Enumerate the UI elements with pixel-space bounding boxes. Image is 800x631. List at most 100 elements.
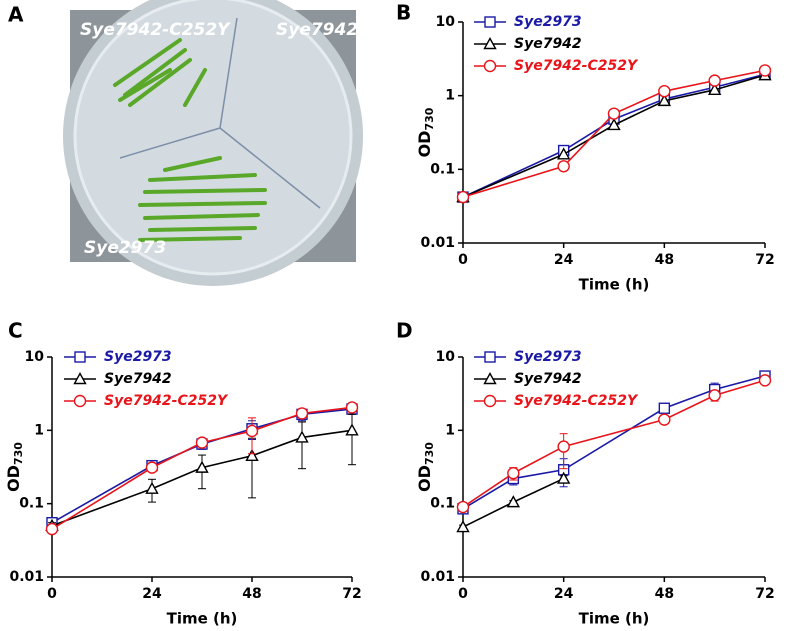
marker — [708, 74, 721, 87]
divider — [119, 127, 221, 159]
marker — [195, 436, 209, 449]
legend-label: Sye2973 — [514, 14, 582, 30]
legend-label: Sye2973 — [514, 349, 582, 365]
marker — [45, 522, 59, 536]
marker — [245, 448, 259, 461]
marker — [557, 440, 570, 453]
y-axis-label-main: OD — [415, 465, 434, 492]
photo: Sye7942-C252Y Sye7942 Sye2973 — [63, 0, 363, 286]
y-tick-label: 1 — [445, 88, 455, 104]
marker — [506, 495, 521, 508]
photo-label: Sye7942 — [276, 20, 358, 40]
x-tick-label: 72 — [755, 586, 774, 602]
marker — [556, 147, 571, 160]
y-axis-label-sub: 730 — [423, 442, 436, 465]
marker — [708, 389, 721, 402]
x-tick-label: 72 — [342, 586, 361, 602]
series-line — [462, 74, 766, 198]
marker — [657, 93, 672, 107]
marker — [507, 467, 520, 480]
marker — [345, 423, 359, 436]
divider — [219, 17, 238, 129]
plate-inner — [73, 0, 353, 276]
x-tick-label: 48 — [655, 586, 674, 602]
panel-letter: D — [396, 319, 413, 343]
series-line — [51, 429, 353, 527]
series-line — [462, 375, 766, 510]
photo-label: Sye2973 — [84, 238, 166, 258]
legend-marker — [483, 394, 497, 408]
y-axis-label: OD730 — [4, 442, 26, 492]
y-tick-label: 0.1 — [430, 161, 455, 177]
legend-label: Sye7942 — [514, 36, 582, 52]
y-axis-label-sub: 730 — [12, 442, 25, 465]
marker — [295, 430, 309, 443]
y-tick-label: 1 — [34, 422, 44, 438]
marker — [145, 481, 159, 494]
y-axis-label: OD730 — [415, 107, 437, 157]
marker — [658, 413, 671, 426]
marker — [658, 84, 671, 98]
marker — [607, 118, 621, 131]
legend-marker — [484, 16, 496, 28]
panel-letter: B — [396, 1, 411, 25]
x-tick-label: 24 — [554, 252, 574, 268]
x-tick-label: 72 — [755, 252, 774, 268]
series-line — [462, 379, 766, 508]
legend-marker — [484, 351, 496, 363]
legend-label: Sye7942 — [514, 371, 582, 387]
y-tick-label: 10 — [436, 349, 456, 365]
marker — [195, 460, 209, 473]
x-tick-label: 48 — [655, 252, 674, 268]
y-axis-label-main: OD — [415, 131, 434, 158]
x-tick-label: 24 — [142, 586, 162, 602]
marker — [707, 82, 722, 96]
legend-label: Sye7942-C252Y — [514, 393, 639, 409]
marker — [456, 520, 470, 533]
series-line — [462, 73, 766, 198]
marker — [557, 160, 570, 173]
legend-label: Sye7942-C252Y — [104, 393, 229, 409]
y-tick-label: 0.01 — [420, 235, 455, 251]
series-line — [462, 69, 766, 198]
y-tick-label: 0.1 — [19, 496, 44, 512]
x-tick-label: 0 — [458, 252, 468, 268]
marker — [758, 374, 772, 387]
y-axis-label: OD730 — [415, 442, 437, 492]
x-tick-label: 48 — [242, 586, 261, 602]
legend-marker — [483, 37, 497, 50]
photo-label: Sye7942-C252Y — [80, 20, 231, 40]
legend-label: Sye7942-C252Y — [514, 58, 639, 74]
marker — [607, 107, 621, 120]
streaks — [113, 38, 267, 242]
x-tick-label: 0 — [458, 586, 468, 602]
legend-marker — [73, 394, 87, 408]
legend-marker — [73, 372, 87, 385]
x-tick-label: 24 — [554, 586, 574, 602]
legend-marker — [483, 59, 497, 73]
y-tick-label: 0.01 — [9, 569, 44, 585]
legend-marker — [74, 351, 86, 363]
marker — [456, 500, 470, 514]
marker — [295, 407, 309, 420]
y-axis-label-main: OD — [4, 465, 23, 492]
y-tick-label: 10 — [25, 349, 45, 365]
x-axis-label: Time (h) — [167, 610, 238, 628]
legend-label: Sye7942 — [104, 371, 172, 387]
x-axis-label: Time (h) — [579, 276, 650, 294]
x-axis-label: Time (h) — [579, 610, 650, 628]
panel-letter: C — [8, 319, 23, 343]
y-tick-label: 1 — [445, 422, 455, 438]
marker — [556, 471, 571, 484]
y-axis-label-sub: 730 — [423, 107, 436, 130]
legend-marker — [483, 372, 497, 385]
y-tick-label: 10 — [436, 14, 456, 30]
series-line — [51, 406, 353, 530]
legend-label: Sye2973 — [104, 349, 172, 365]
error-bar — [348, 413, 356, 466]
panel-letter: A — [8, 3, 24, 27]
marker — [456, 190, 470, 204]
marker — [658, 402, 671, 414]
y-tick-label: 0.01 — [420, 569, 455, 585]
